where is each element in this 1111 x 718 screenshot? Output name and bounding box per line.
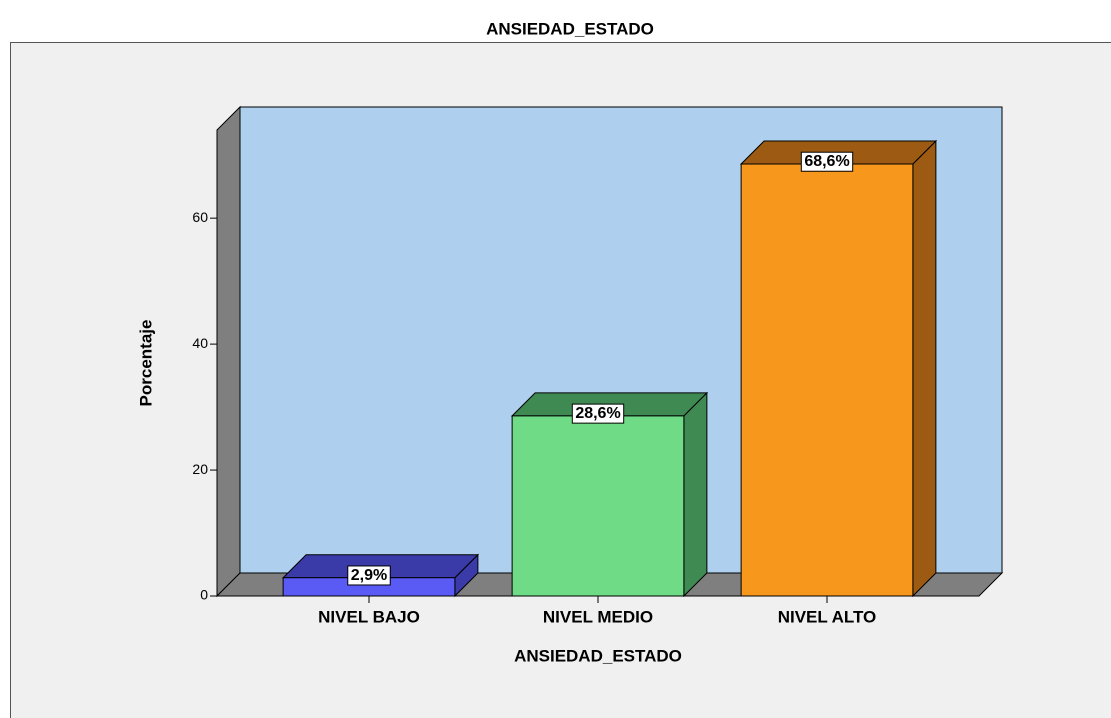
y-tick-label: 60 <box>192 209 208 225</box>
value-label: 2,9% <box>351 567 387 584</box>
y-tick-label: 20 <box>192 461 208 477</box>
value-label-box <box>347 565 391 586</box>
x-tick-label: NIVEL ALTO <box>778 607 877 626</box>
bar-side <box>912 139 937 598</box>
x-tick-label: NIVEL BAJO <box>318 607 420 626</box>
y-axis-label: Porcentaje <box>136 320 155 407</box>
x-tick-label: NIVEL MEDIO <box>543 607 653 626</box>
bar-side <box>683 391 708 598</box>
bar <box>511 415 685 597</box>
x-axis-label: ANSIEDAD_ESTADO <box>514 646 682 665</box>
side-wall <box>216 105 241 598</box>
value-label-box <box>800 151 854 172</box>
value-label: 28,6% <box>575 405 620 422</box>
y-tick-label: 40 <box>192 335 208 351</box>
y-tick-label: 0 <box>200 587 208 603</box>
value-label: 68,6% <box>804 153 849 170</box>
value-label-box <box>571 403 625 424</box>
bar <box>740 163 914 597</box>
chart-title: ANSIEDAD_ESTADO <box>486 19 654 38</box>
